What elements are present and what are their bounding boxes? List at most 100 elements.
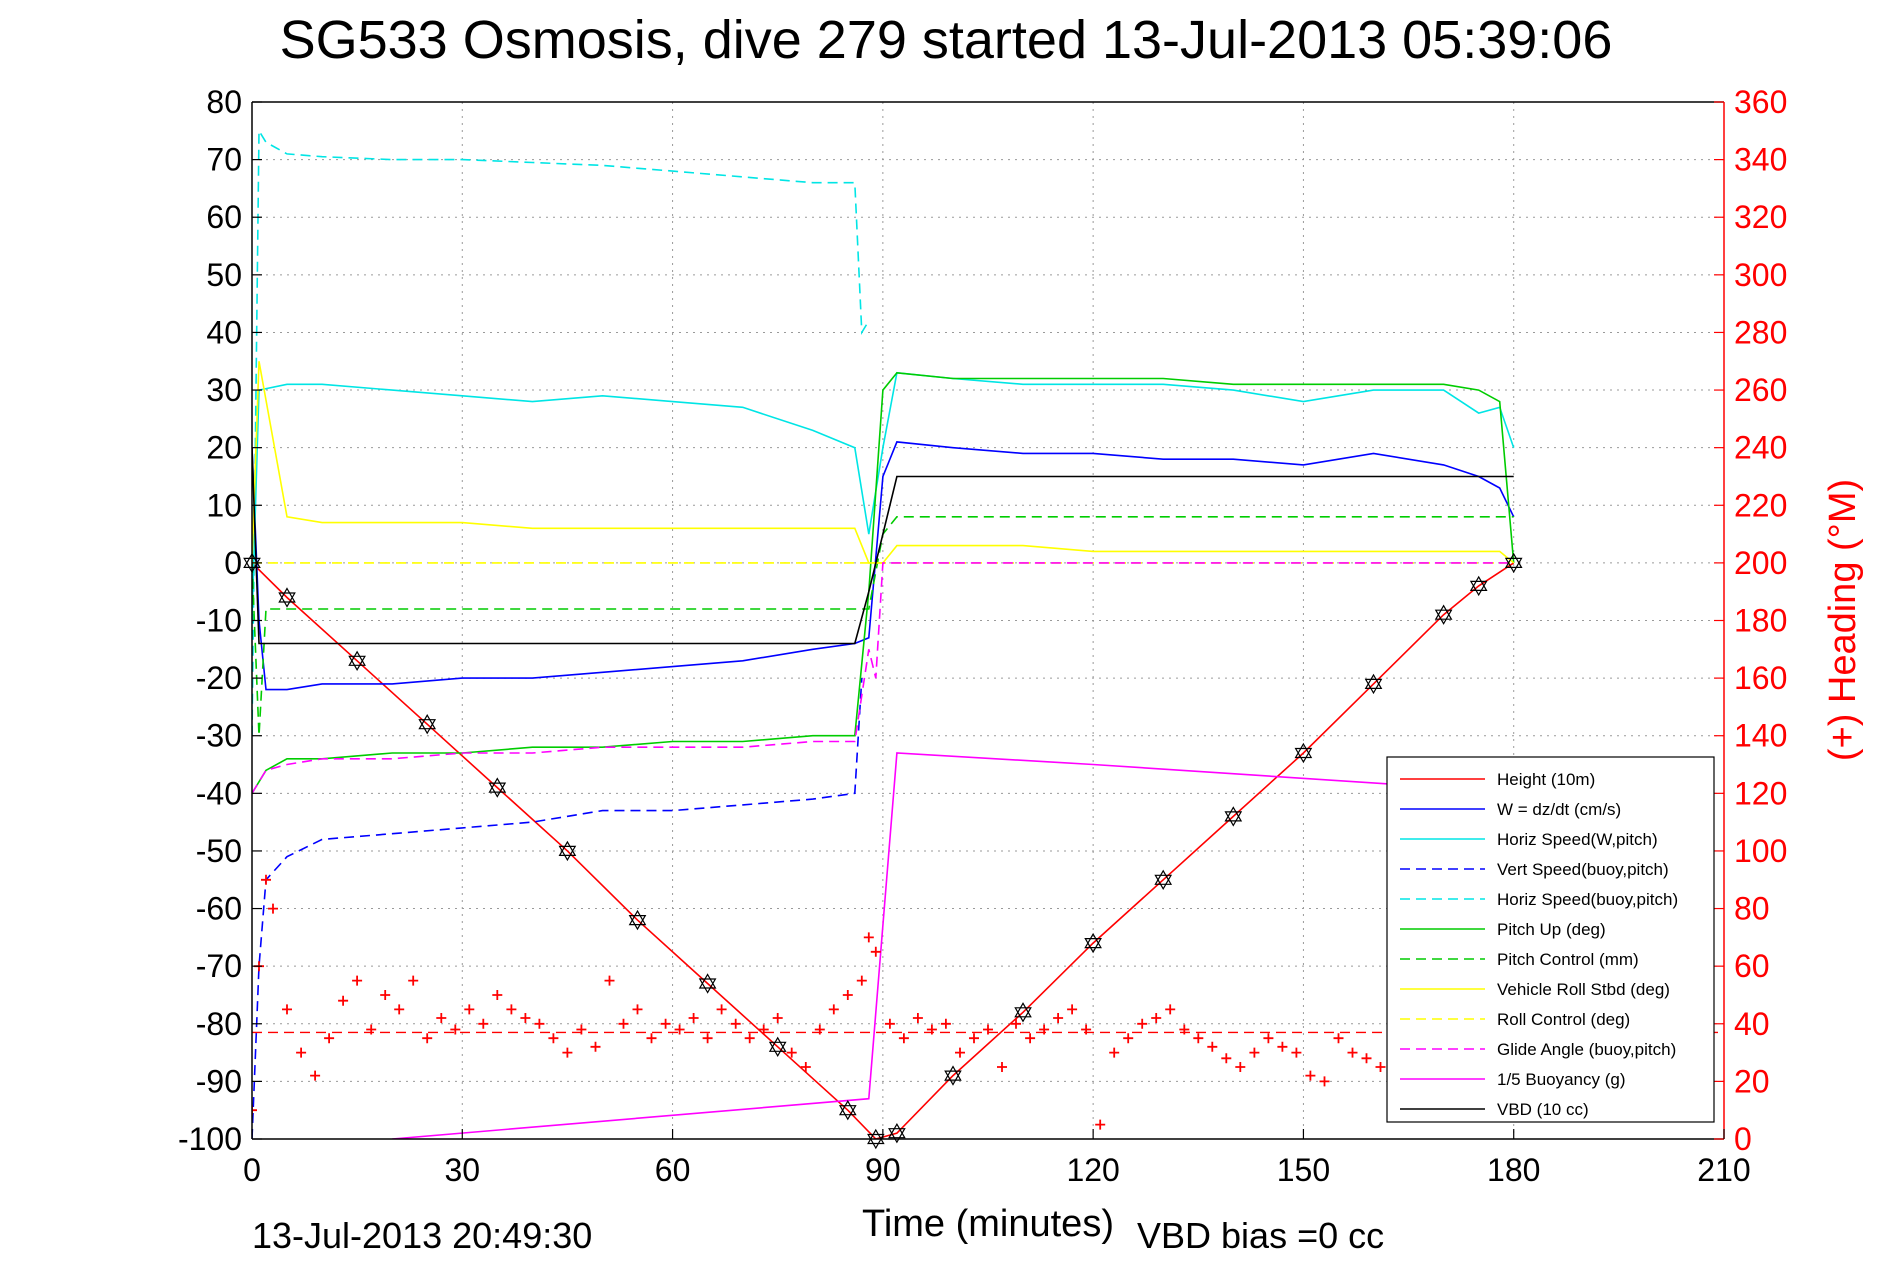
height-marker — [1084, 937, 1102, 954]
legend-label: Pitch Control (mm) — [1497, 950, 1639, 969]
legend-label: Horiz Speed(W,pitch) — [1497, 830, 1658, 849]
height-marker — [768, 1041, 787, 1057]
heading-point — [926, 1024, 937, 1035]
legend-label: Vehicle Roll Stbd (deg) — [1497, 980, 1670, 999]
heading-point — [744, 1033, 755, 1044]
heading-point — [450, 1024, 461, 1035]
height-marker — [488, 782, 507, 798]
heading-point — [1263, 1033, 1274, 1044]
right-tick-label: 160 — [1734, 660, 1787, 696]
heading-point — [1081, 1024, 1092, 1035]
series-line-4 — [252, 128, 870, 736]
heading-point — [1277, 1041, 1288, 1052]
left-tick-label: 50 — [206, 257, 242, 293]
x-tick-labels: 0 30 60 90 120 150 180 210 — [243, 1129, 1751, 1188]
heading-point — [252, 1105, 257, 1116]
heading-point — [898, 1033, 909, 1044]
left-tick-label: -10 — [196, 603, 242, 639]
heading-point — [324, 1033, 335, 1044]
height-marker — [418, 719, 437, 735]
heading-point — [520, 1013, 531, 1023]
right-tick-label: 200 — [1734, 545, 1787, 581]
heading-point — [969, 1033, 979, 1044]
height-marker — [1504, 552, 1523, 569]
heading-point — [1193, 1033, 1204, 1044]
heading-point — [562, 1047, 573, 1058]
series-layer — [252, 128, 1515, 1139]
heading-point — [1235, 1062, 1246, 1072]
heading-point — [1179, 1024, 1190, 1035]
left-tick-label: 20 — [206, 430, 242, 466]
left-tick-label: -50 — [196, 833, 242, 869]
heading-point — [352, 975, 363, 986]
legend-label: VBD (10 cc) — [1497, 1100, 1589, 1119]
heading-point — [870, 946, 881, 957]
footer-vbd-bias: VBD bias =0 cc — [1137, 1215, 1384, 1256]
x-tick-label: 180 — [1487, 1152, 1540, 1188]
height-marker — [1154, 874, 1173, 890]
heading-point — [997, 1062, 1007, 1072]
heading-point — [758, 1024, 769, 1035]
right-tick-label: 80 — [1734, 891, 1770, 927]
height-marker — [838, 1105, 857, 1121]
heading-point — [660, 1018, 671, 1029]
heading-point — [842, 990, 853, 1000]
heading-point — [534, 1018, 545, 1029]
heading-point — [436, 1013, 447, 1023]
height-marker — [1014, 1007, 1032, 1023]
heading-point — [548, 1033, 559, 1044]
heading-point — [366, 1024, 377, 1035]
heading-point — [884, 1018, 895, 1029]
heading-point — [940, 1018, 951, 1029]
right-tick-label: 120 — [1734, 775, 1787, 811]
height-marker — [1154, 869, 1173, 885]
height-marker — [1364, 673, 1383, 690]
height-marker — [888, 1128, 906, 1144]
left-tick-label: -20 — [196, 660, 242, 696]
right-tick-label: 300 — [1734, 257, 1787, 293]
right-tick-label: 20 — [1734, 1063, 1770, 1099]
heading-point — [296, 1047, 307, 1058]
legend-box — [1386, 756, 1715, 1123]
height-marker — [558, 845, 577, 862]
height-marker — [1224, 806, 1243, 822]
heading-point — [1207, 1041, 1218, 1052]
heading-point — [576, 1024, 587, 1035]
right-axis-label: (+) Heading (°M) — [1822, 479, 1864, 761]
legend-label: W = dz/dt (cm/s) — [1497, 800, 1621, 819]
series-line-3 — [252, 678, 863, 1139]
heading-point — [716, 1004, 727, 1015]
height-marker — [698, 978, 717, 994]
heading-point — [1151, 1013, 1162, 1023]
heading-point — [310, 1070, 321, 1081]
left-tick-label: -80 — [196, 1006, 242, 1042]
left-tick-label: -90 — [196, 1063, 242, 1099]
left-tick-label: 0 — [224, 545, 242, 581]
heading-point — [1361, 1053, 1372, 1064]
height-marker — [1434, 609, 1453, 625]
height-marker — [1224, 811, 1243, 827]
heading-point — [268, 903, 278, 914]
left-tick-label: -100 — [178, 1121, 242, 1157]
heading-point — [702, 1033, 713, 1044]
heading-point — [1067, 1004, 1078, 1015]
height-marker — [1504, 557, 1523, 574]
height-marker — [944, 1065, 962, 1081]
height-marker — [1294, 747, 1313, 764]
left-tick-label: -30 — [196, 718, 242, 754]
heading-point — [1221, 1053, 1232, 1064]
heading-point — [394, 1004, 405, 1015]
heading-point — [856, 975, 867, 986]
heading-point — [590, 1041, 601, 1052]
left-tick-label: -70 — [196, 948, 242, 984]
heading-point — [1291, 1047, 1302, 1058]
height-marker — [1294, 742, 1313, 759]
right-tick-label: 180 — [1734, 603, 1787, 639]
heading-point — [464, 1004, 475, 1015]
heading-point — [1039, 1024, 1050, 1035]
heading-point — [1095, 1119, 1106, 1130]
height-marker-layer — [243, 552, 1523, 1150]
legend-label: 1/5 Buoyancy (g) — [1497, 1070, 1626, 1089]
right-tick-label: 60 — [1734, 948, 1770, 984]
right-tick-label: 340 — [1734, 142, 1787, 178]
